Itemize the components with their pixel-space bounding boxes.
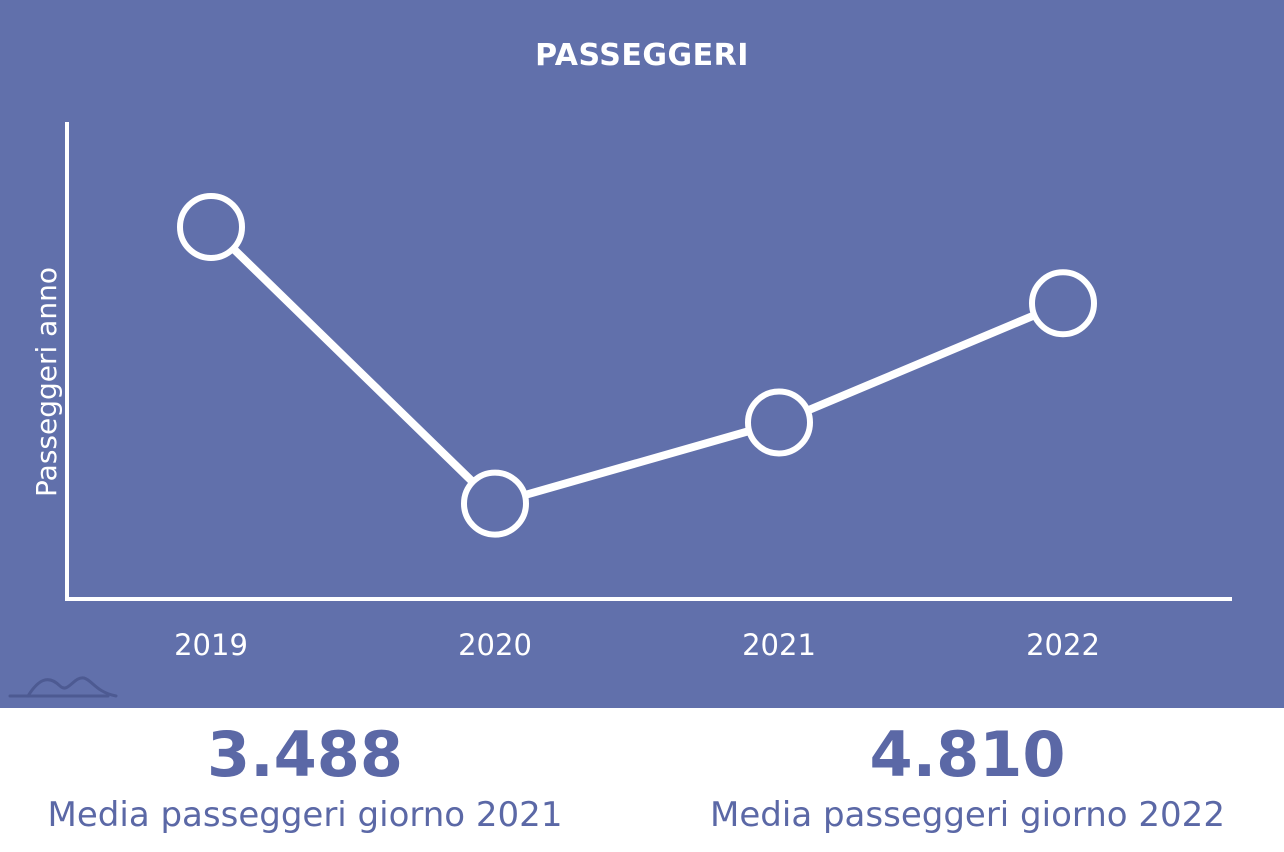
data-point-2020	[461, 469, 529, 538]
y-axis-label: Passeggeri anno	[30, 267, 63, 497]
x-tick-label-2022: 2022	[1026, 628, 1100, 662]
line-chart: Passeggeri anno 2019 2020 2021 2022	[30, 122, 1232, 662]
stat-caption: Media passeggeri giorno 2022	[710, 795, 1225, 835]
series-line	[208, 224, 1065, 508]
x-tick-label-2019: 2019	[174, 628, 248, 662]
stat-value: 4.810	[869, 718, 1066, 791]
chart-panel: PASSEGGERI Passeggeri anno 2019 2020 2021 2…	[0, 0, 1284, 708]
stat-value: 3.488	[206, 718, 404, 791]
data-point-2021	[745, 388, 813, 457]
data-point-2022	[1029, 269, 1097, 338]
data-markers	[177, 192, 1097, 538]
stat-2022: 4.810 Media passeggeri giorno 2022	[685, 718, 1250, 838]
mountain-logo-icon	[8, 676, 118, 698]
x-tick-label-2020: 2020	[458, 628, 532, 662]
x-tick-labels: 2019 2020 2021 2022	[174, 628, 1100, 662]
x-tick-label-2021: 2021	[742, 628, 816, 662]
stat-2021: 3.488 Media passeggeri giorno 2021	[20, 718, 590, 838]
data-point-2019	[177, 192, 245, 261]
stat-caption: Media passeggeri giorno 2021	[47, 795, 563, 835]
chart-title: PASSEGGERI	[535, 38, 749, 73]
